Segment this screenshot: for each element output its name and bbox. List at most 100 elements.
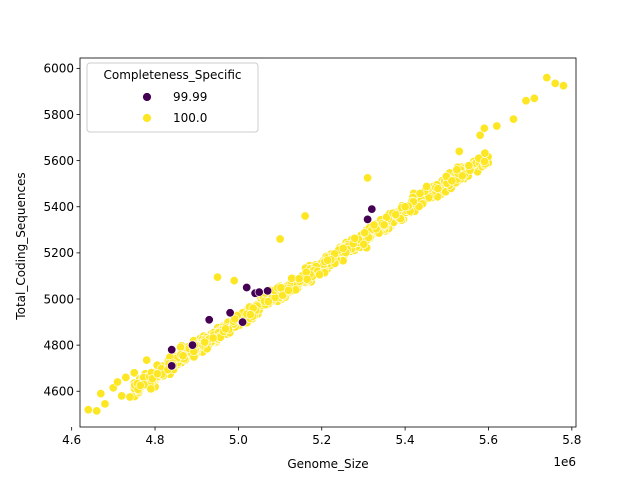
scatter-point	[263, 297, 273, 307]
scatter-point-99-99	[225, 308, 235, 318]
axes-frame	[79, 57, 577, 428]
y-tick-label: 4800	[43, 338, 74, 352]
x-tick-label: 4.6	[62, 433, 81, 447]
legend-label-9999: 99.99	[173, 90, 207, 104]
scatter-point	[302, 274, 312, 284]
scatter-point	[363, 173, 373, 183]
scatter-point	[550, 78, 560, 88]
scatter-point-99-99	[363, 214, 373, 224]
scatter-point-99-99	[254, 287, 264, 297]
scatter-point	[125, 392, 135, 402]
scatter-point	[508, 114, 518, 124]
scatter-point-99-99	[188, 340, 198, 350]
scatter-point	[379, 220, 389, 230]
x-axis-label: Genome_Size	[287, 457, 368, 471]
plot-area	[79, 57, 577, 428]
legend-marker-9999	[142, 92, 152, 102]
y-axis-label: Total_Coding_Sequences	[14, 172, 28, 320]
y-tick-label: 6000	[43, 62, 74, 76]
scatter-point	[135, 380, 145, 390]
scatter-point	[558, 81, 568, 91]
scatter-point	[521, 96, 531, 106]
scatter-point	[117, 391, 127, 401]
y-tick-label: 4600	[43, 385, 74, 399]
scatter-point	[113, 377, 123, 387]
scatter-point	[96, 389, 106, 399]
scatter-point	[542, 73, 552, 83]
scatter-point	[208, 333, 218, 343]
scatter-point	[315, 270, 325, 280]
scatter-point	[400, 202, 410, 212]
scatter-point	[433, 184, 443, 194]
scatter-point	[245, 310, 255, 320]
y-tick-label: 5600	[43, 154, 74, 168]
x-tick-label: 5.0	[229, 433, 248, 447]
scatter-point	[338, 243, 348, 253]
scatter-point	[369, 220, 379, 230]
scatter-point	[475, 130, 485, 140]
scatter-point	[129, 368, 139, 378]
scatter-point	[176, 342, 186, 352]
scatter-point	[479, 157, 489, 167]
scatter-point	[152, 369, 162, 379]
scatter-point	[200, 337, 210, 347]
legend-box	[86, 62, 259, 133]
x-tick-label: 5.8	[562, 433, 581, 447]
scatter-point	[529, 93, 539, 103]
x-axis-offset-label: 1e6	[553, 455, 576, 469]
scatter-point-99-99	[242, 282, 252, 292]
y-axis-ticks: 4600 4800 5000 5200 5400 5600 5800 6000	[43, 62, 80, 399]
x-tick-label: 5.6	[479, 433, 498, 447]
scatter-point	[479, 123, 489, 133]
y-tick-label: 5000	[43, 292, 74, 306]
scatter-point-99-99	[238, 317, 248, 327]
scatter-point	[415, 189, 425, 199]
scatter-point	[276, 283, 286, 293]
scatter-point	[284, 285, 294, 295]
scatter-point	[359, 239, 369, 249]
scatter-point	[92, 406, 102, 416]
scatter-point	[230, 314, 240, 324]
x-tick-label: 4.8	[145, 433, 164, 447]
legend: Completeness_Specific 99.99 100.0	[86, 62, 259, 133]
scatter-point	[229, 276, 239, 286]
scatter-point	[121, 372, 131, 382]
scatter-point	[457, 171, 467, 181]
scatter-point	[300, 211, 310, 221]
scatter-point	[213, 272, 223, 282]
legend-label-100: 100.0	[173, 111, 207, 125]
scatter-point-99-99	[167, 345, 177, 355]
scatter-point	[391, 210, 401, 220]
scatter-point	[323, 255, 333, 265]
scatter-point	[178, 351, 188, 361]
x-tick-label: 5.2	[312, 433, 331, 447]
scatter-point	[454, 146, 464, 156]
legend-title: Completeness_Specific	[103, 68, 241, 82]
scatter-point	[452, 165, 462, 175]
scatter-point	[294, 274, 304, 284]
scatter-point	[221, 324, 231, 334]
scatter-point	[360, 228, 370, 238]
legend-marker-100	[142, 113, 152, 123]
y-tick-label: 5400	[43, 200, 74, 214]
scatter-point	[142, 355, 152, 365]
scatter-point	[447, 176, 457, 186]
scatter-point-99-99	[167, 361, 177, 371]
scatter-point-99-99	[367, 204, 377, 214]
scatter-point	[146, 384, 156, 394]
scatter-point	[83, 405, 93, 415]
scatter-point	[350, 233, 360, 243]
x-tick-label: 5.4	[396, 433, 415, 447]
y-tick-label: 5800	[43, 108, 74, 122]
scatter-point	[464, 161, 474, 171]
points-layer	[83, 73, 568, 416]
y-tick-label: 5200	[43, 246, 74, 260]
scatter-point-99-99	[263, 286, 273, 296]
scatter-point	[422, 182, 432, 192]
scatter-point	[100, 399, 110, 409]
scatter-point-99-99	[204, 315, 214, 325]
x-axis-ticks: 4.6 4.8 5.0 5.2 5.4 5.6 5.8	[62, 427, 581, 447]
scatter-point	[492, 121, 502, 131]
